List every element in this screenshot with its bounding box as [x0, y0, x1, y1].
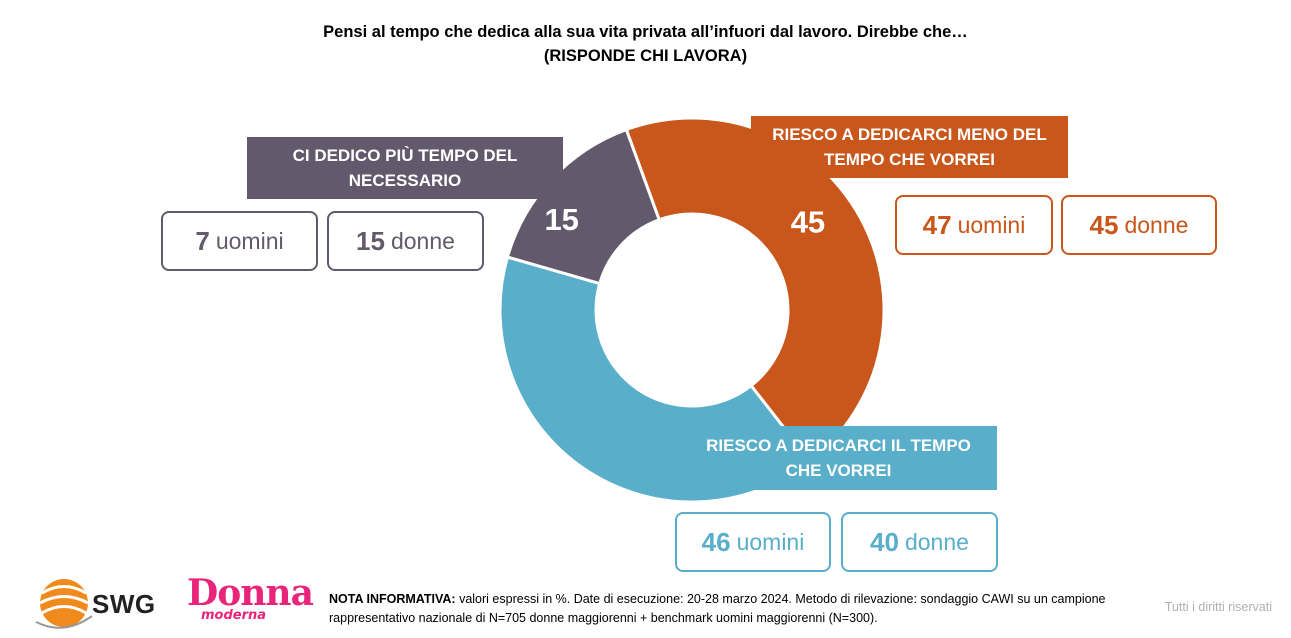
- swg-logo-icon: [35, 579, 93, 629]
- title-line-1: Pensi al tempo che dedica alla sua vita …: [323, 23, 968, 41]
- chart-title: Pensi al tempo che dedica alla sua vita …: [0, 20, 1291, 68]
- value-label-meno-tempo: 45: [791, 204, 825, 239]
- note-text: valori espressi in %. Date di esecuzione…: [329, 592, 1106, 625]
- value-label-tempo-giusto: 40: [524, 460, 558, 495]
- pill-piu-uomini: 7 uomini: [161, 211, 318, 271]
- rights-reserved: Tutti i diritti riservati: [1164, 600, 1272, 614]
- label-tempo-giusto: RIESCO A DEDICARCI IL TEMPO CHE VORREI: [680, 426, 997, 490]
- swg-logo-text: SWG: [92, 589, 156, 619]
- label-meno-tempo: RIESCO A DEDICARCI MENO DEL TEMPO CHE VOR…: [751, 116, 1068, 178]
- value-label-piu-tempo: 15: [544, 202, 578, 237]
- methodology-note: NOTA INFORMATIVA: valori espressi in %. …: [329, 590, 1129, 628]
- pill-tempo-donne: 40 donne: [841, 512, 998, 572]
- pill-piu-donne: 15 donne: [327, 211, 484, 271]
- donna-moderna-subtitle: moderna: [201, 608, 267, 623]
- label-piu-tempo: CI DEDICO PIÙ TEMPO DEL NECESSARIO: [247, 137, 563, 199]
- pill-tempo-uomini: 46 uomini: [675, 512, 831, 572]
- pill-meno-donne: 45 donne: [1061, 195, 1217, 255]
- donna-moderna-logo: Donna: [187, 572, 314, 614]
- title-line-2: (RISPONDE CHI LAVORA): [543, 47, 748, 65]
- pill-meno-uomini: 47 uomini: [895, 195, 1053, 255]
- slice-piu-tempo: [505, 127, 662, 286]
- note-heading: NOTA INFORMATIVA:: [329, 592, 456, 606]
